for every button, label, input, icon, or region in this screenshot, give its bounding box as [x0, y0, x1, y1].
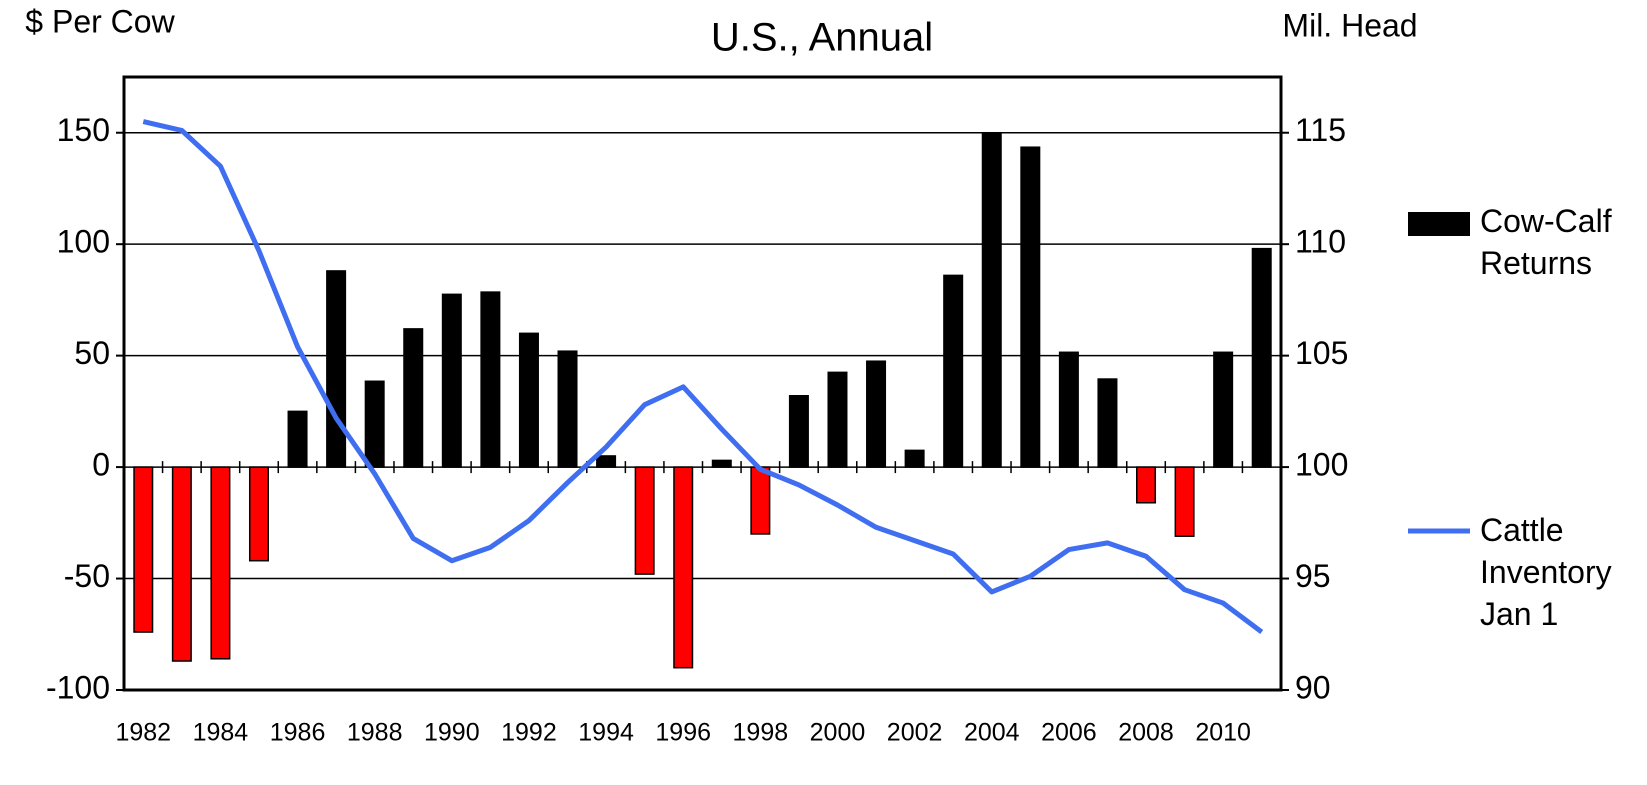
x-tick-label: 1996 [655, 719, 711, 747]
x-tick-label: 2006 [1041, 719, 1097, 747]
bar [326, 270, 347, 468]
bar [1251, 247, 1272, 468]
bar [711, 459, 732, 468]
bar [287, 410, 308, 468]
y2-tick-label: 110 [1295, 224, 1346, 260]
bar [788, 395, 809, 468]
bar [210, 466, 231, 660]
y-axis-label: $ Per Cow [25, 3, 175, 39]
y2-tick-label: 95 [1295, 558, 1331, 594]
x-tick-label: 1982 [115, 719, 171, 747]
y-tick-label: 100 [57, 224, 110, 260]
x-tick-label: 1992 [501, 719, 557, 747]
bar [1174, 466, 1195, 537]
plot-frame [122, 75, 1283, 692]
bar [596, 455, 617, 468]
bar [1213, 351, 1234, 468]
legend-swatch [1408, 212, 1470, 236]
y-tick-label: 0 [92, 447, 110, 483]
x-tick-label: 1984 [193, 719, 249, 747]
bar [133, 466, 154, 633]
y2-tick-label: 100 [1295, 447, 1348, 483]
x-tick-label: 1994 [578, 719, 634, 747]
bar [866, 360, 887, 468]
bar [634, 466, 655, 575]
chart-title: U.S., Annual [711, 16, 933, 60]
bar [1058, 351, 1079, 468]
bar [943, 274, 964, 468]
bar [441, 293, 462, 468]
bar [518, 332, 539, 468]
bar [750, 466, 771, 535]
bar [904, 449, 925, 468]
x-tick-label: 2000 [810, 719, 866, 747]
x-tick-label: 2004 [964, 719, 1020, 747]
x-tick-label: 2010 [1195, 719, 1251, 747]
legend-label: Cow-Calf Returns [1480, 203, 1620, 281]
bar [403, 328, 424, 468]
y2-tick-label: 90 [1295, 669, 1331, 705]
line [142, 119, 1264, 635]
x-tick-label: 1990 [424, 719, 480, 747]
bar [1020, 146, 1041, 468]
y-tick-label: 150 [57, 112, 110, 148]
bar [1097, 378, 1118, 468]
bar [1136, 466, 1157, 504]
bar [981, 131, 1002, 468]
bar [364, 380, 385, 468]
x-tick-label: 1986 [270, 719, 326, 747]
y-tick-label: -50 [64, 558, 110, 594]
x-tick-label: 2002 [887, 719, 943, 747]
bar [480, 291, 501, 468]
legend-label: Cattle Inventory Jan 1 [1480, 512, 1621, 632]
y-tick-label: -100 [46, 669, 110, 705]
y2-tick-label: 115 [1295, 112, 1346, 148]
bar [557, 350, 578, 468]
x-tick-label: 2008 [1118, 719, 1174, 747]
x-tick-label: 1988 [347, 719, 403, 747]
bar [248, 466, 269, 562]
y2-tick-label: 105 [1295, 335, 1348, 371]
bar [673, 466, 694, 669]
y2-axis-label: Mil. Head [1282, 7, 1417, 43]
bar [171, 466, 192, 662]
y-tick-label: 50 [74, 335, 110, 371]
bar [827, 371, 848, 468]
x-tick-label: 1998 [733, 719, 789, 747]
